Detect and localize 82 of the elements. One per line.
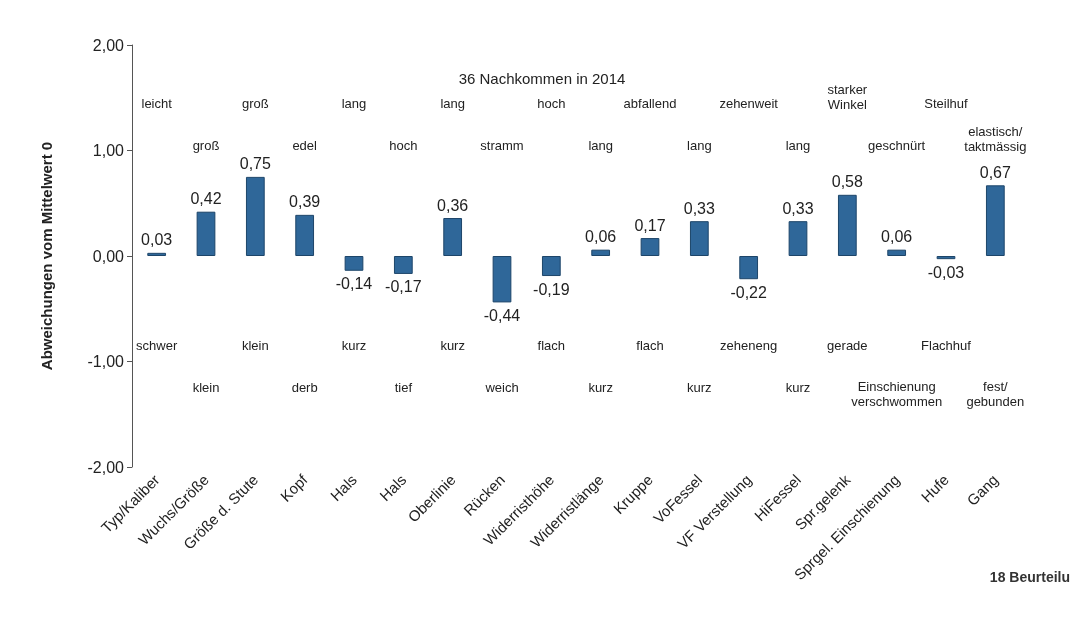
- x-tick-label: Hals: [326, 470, 361, 505]
- bar: [837, 194, 857, 256]
- bar: [936, 256, 956, 260]
- annotation: kurz: [440, 338, 465, 354]
- annotation: Steilhuf: [924, 95, 969, 111]
- annotation: flach: [537, 338, 566, 354]
- data-label: 0,17: [634, 216, 666, 234]
- bar: [147, 252, 167, 256]
- data-label: 0,03: [141, 231, 173, 249]
- data-label: 0,39: [289, 193, 321, 211]
- annotation: Flachhuf: [921, 338, 972, 354]
- annotation: hoch: [537, 95, 566, 111]
- bar: [887, 249, 907, 256]
- bar: [344, 256, 364, 271]
- annotation: gerade: [827, 338, 868, 354]
- annotation: leicht: [141, 95, 173, 111]
- annotation: tief: [394, 380, 413, 396]
- annotation: lang: [440, 95, 465, 111]
- data-label: -0,22: [730, 283, 767, 301]
- data-label: -0,14: [335, 275, 373, 293]
- bar: [640, 238, 660, 256]
- data-label: 0,42: [190, 190, 222, 208]
- data-label: 0,06: [881, 228, 913, 246]
- data-label: 0,67: [979, 163, 1012, 181]
- annotation: elastisch/ taktmässig: [964, 124, 1027, 155]
- data-label: 0,36: [437, 196, 469, 214]
- bar: [689, 221, 709, 256]
- annotation: groß: [192, 137, 220, 153]
- data-label: 0,33: [683, 199, 716, 217]
- annotation: schwer: [136, 338, 178, 354]
- data-label: -0,44: [483, 306, 521, 324]
- data-label: 0,58: [831, 173, 864, 191]
- annotation: lang: [785, 137, 811, 153]
- y-tick-label: 2,00: [92, 36, 125, 54]
- bar: [788, 221, 808, 256]
- data-label: 0,33: [782, 199, 814, 217]
- annotation: fest/ gebunden: [966, 378, 1025, 409]
- y-tick-label: -1,00: [87, 353, 125, 370]
- annotation: kurz: [687, 380, 712, 396]
- text: 18 Beurteilu: [989, 569, 1070, 585]
- annotation: klein: [192, 380, 220, 396]
- y-tick-label: -2,00: [87, 458, 125, 476]
- annotation: zeheneng: [720, 338, 778, 354]
- annotation: kurz: [341, 338, 367, 354]
- annotation: edel: [292, 137, 318, 153]
- annotation: stramm: [480, 137, 524, 153]
- annotation: abfallend: [623, 95, 677, 111]
- bar: [443, 218, 463, 256]
- data-label: -0,03: [927, 263, 965, 281]
- data-label: 0,75: [239, 155, 272, 173]
- bar: [591, 249, 611, 256]
- bar: [393, 256, 413, 274]
- bar: [985, 185, 1005, 256]
- bar: [245, 176, 265, 256]
- y-tick-label: 1,00: [92, 142, 125, 159]
- annotation: klein: [241, 338, 269, 354]
- data-label: -0,19: [533, 280, 570, 298]
- annotation: kurz: [588, 380, 613, 396]
- bar: [739, 256, 759, 280]
- annotation: lang: [588, 137, 613, 153]
- bar: [492, 256, 512, 303]
- annotation: Einschienung verschwommen: [851, 378, 943, 409]
- annotation: derb: [291, 380, 318, 396]
- bar: [196, 211, 216, 256]
- annotation: groß: [241, 95, 269, 111]
- data-label: -0,17: [385, 278, 422, 296]
- y-tick-label: 0,00: [92, 247, 125, 265]
- annotation: hoch: [389, 137, 418, 153]
- annotation: lang: [687, 137, 712, 153]
- annotation: kurz: [785, 380, 811, 396]
- data-label: 0,06: [585, 228, 617, 246]
- bar: [295, 214, 315, 256]
- x-tick-label: Hals: [376, 470, 410, 505]
- text: 36 Nachkommen in 2014: [458, 70, 626, 87]
- bar: [541, 256, 561, 277]
- y-axis-title: Abweichungen vom Mittelwert 0: [38, 141, 55, 371]
- annotation: geschnürt: [868, 137, 926, 153]
- annotation: zehenweit: [719, 95, 779, 111]
- annotation: starker Winkel: [827, 82, 868, 113]
- annotation: weich: [484, 380, 519, 396]
- annotation: flach: [636, 338, 664, 354]
- annotation: lang: [341, 95, 367, 111]
